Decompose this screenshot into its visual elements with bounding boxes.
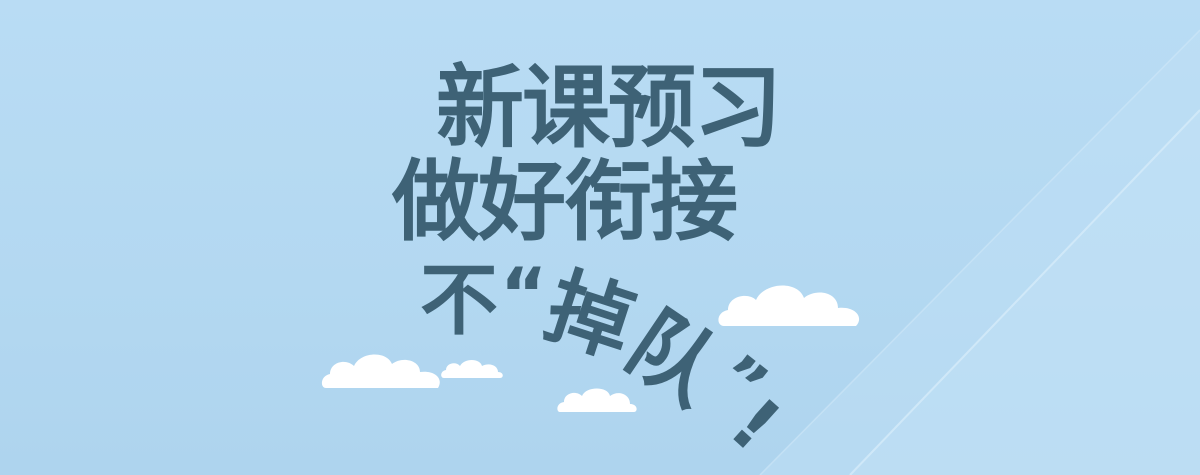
cloud-icon: [321, 354, 440, 388]
cloud-icon: [441, 360, 503, 378]
cloud-icon: [718, 285, 860, 326]
headline-char-bu: 不: [420, 256, 499, 346]
cloud-icon: [557, 388, 637, 412]
headline-line-2: 做好衔接: [392, 150, 738, 253]
open-quote: “: [500, 252, 548, 336]
headline-line-1: 新课预习: [436, 54, 782, 161]
